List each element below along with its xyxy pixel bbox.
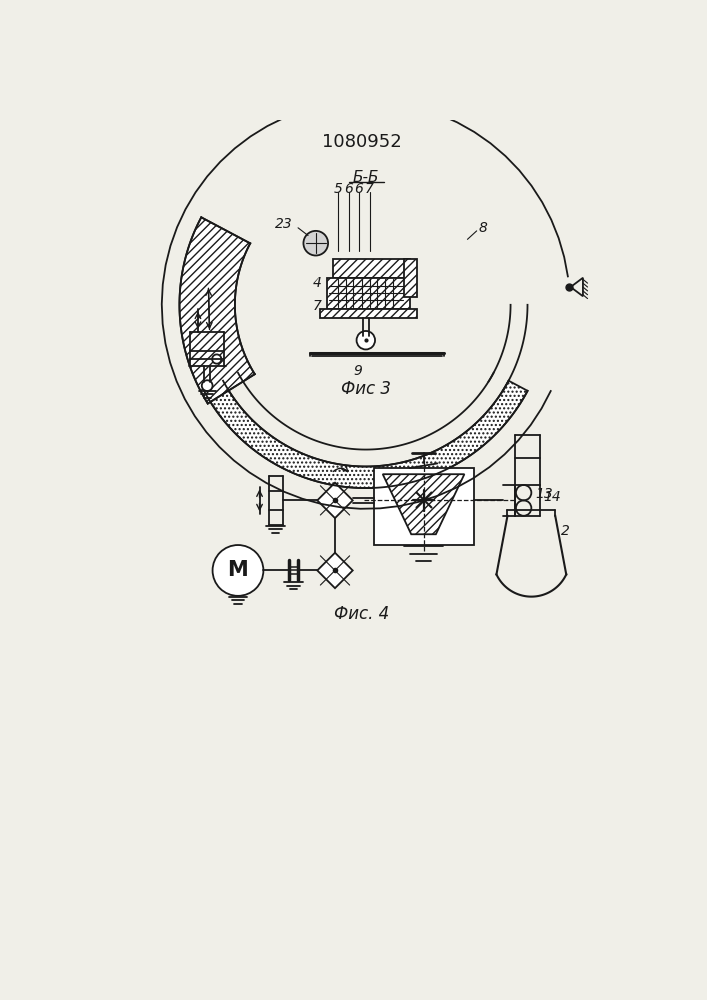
Text: 6: 6	[354, 182, 363, 196]
Text: 5: 5	[334, 182, 342, 196]
Circle shape	[303, 231, 328, 256]
Text: Б-Б: Б-Б	[353, 170, 379, 185]
Polygon shape	[204, 381, 527, 488]
Polygon shape	[373, 468, 474, 545]
Text: 4: 4	[312, 276, 321, 290]
Text: 6: 6	[344, 182, 354, 196]
Circle shape	[212, 354, 221, 364]
Polygon shape	[317, 483, 353, 518]
Text: 23: 23	[275, 217, 293, 231]
Text: 2: 2	[561, 524, 571, 538]
Circle shape	[356, 331, 375, 349]
Polygon shape	[404, 259, 417, 297]
Text: 7: 7	[366, 182, 374, 196]
Text: Фис 3: Фис 3	[341, 380, 391, 398]
Text: 1080952: 1080952	[322, 133, 402, 151]
Text: М: М	[228, 560, 248, 580]
Polygon shape	[320, 309, 417, 318]
Circle shape	[213, 545, 264, 596]
Polygon shape	[180, 217, 255, 404]
Polygon shape	[327, 278, 409, 309]
Text: 9: 9	[354, 364, 363, 378]
Polygon shape	[317, 553, 353, 588]
Polygon shape	[333, 259, 409, 278]
Text: 8: 8	[479, 221, 487, 235]
Text: 7: 7	[312, 299, 321, 313]
Text: 13: 13	[535, 487, 553, 501]
Text: 14: 14	[544, 490, 561, 504]
Polygon shape	[382, 474, 464, 534]
Text: Фис. 4: Фис. 4	[334, 605, 390, 623]
Circle shape	[201, 380, 213, 391]
